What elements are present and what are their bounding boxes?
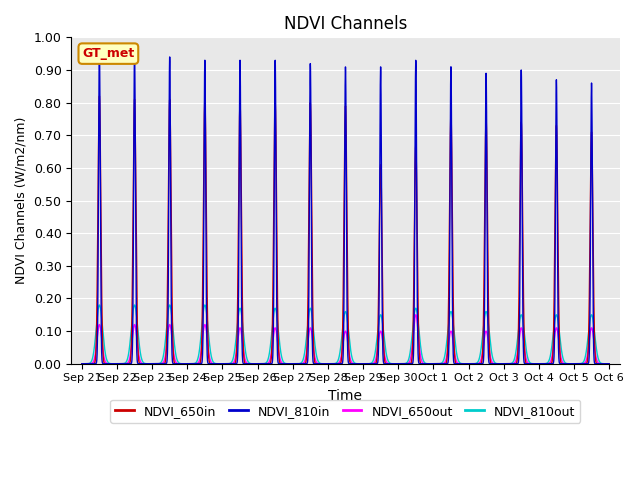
NDVI_810in (191, 361, 198, 367)
NDVI_810out (78, 361, 86, 367)
NDVI_810out (493, 360, 501, 366)
NDVI_810out (604, 361, 611, 367)
NDVI_810out (186, 361, 193, 367)
Line: NDVI_810in: NDVI_810in (82, 50, 609, 364)
NDVI_810out (418, 353, 426, 359)
NDVI_650in (191, 361, 198, 367)
NDVI_810in (78, 361, 86, 367)
NDVI_810in (605, 361, 613, 367)
Title: NDVI Channels: NDVI Channels (284, 15, 407, 33)
NDVI_650out (493, 361, 501, 367)
NDVI_810in (418, 361, 426, 367)
NDVI_810out (191, 360, 198, 366)
Legend: NDVI_650in, NDVI_810in, NDVI_650out, NDVI_810out: NDVI_650in, NDVI_810in, NDVI_650out, NDV… (111, 400, 580, 423)
Line: NDVI_650out: NDVI_650out (82, 315, 609, 364)
NDVI_810in (275, 361, 283, 367)
X-axis label: Time: Time (328, 389, 362, 403)
NDVI_650out (191, 361, 198, 367)
NDVI_650in (605, 361, 613, 367)
NDVI_810out (605, 361, 613, 367)
NDVI_650in (95, 93, 103, 99)
NDVI_650in (186, 361, 193, 367)
NDVI_810in (604, 361, 611, 367)
NDVI_650in (493, 361, 501, 367)
NDVI_810out (275, 337, 283, 343)
NDVI_650in (604, 361, 611, 367)
NDVI_650out (78, 361, 86, 367)
Y-axis label: NDVI Channels (W/m2/nm): NDVI Channels (W/m2/nm) (15, 117, 28, 284)
NDVI_810in (186, 361, 193, 367)
Text: GT_met: GT_met (83, 47, 134, 60)
Line: NDVI_650in: NDVI_650in (82, 96, 609, 364)
NDVI_650out (465, 361, 472, 367)
NDVI_650out (275, 351, 283, 357)
NDVI_650out (604, 361, 611, 367)
Line: NDVI_810out: NDVI_810out (82, 305, 609, 364)
NDVI_650out (605, 361, 613, 367)
NDVI_810in (95, 48, 103, 53)
NDVI_810in (493, 361, 501, 367)
NDVI_650out (412, 312, 420, 318)
NDVI_650in (78, 361, 86, 367)
NDVI_650in (275, 357, 283, 363)
NDVI_810out (95, 302, 103, 308)
NDVI_650out (185, 361, 193, 367)
NDVI_650in (418, 361, 426, 367)
NDVI_650out (418, 359, 426, 365)
